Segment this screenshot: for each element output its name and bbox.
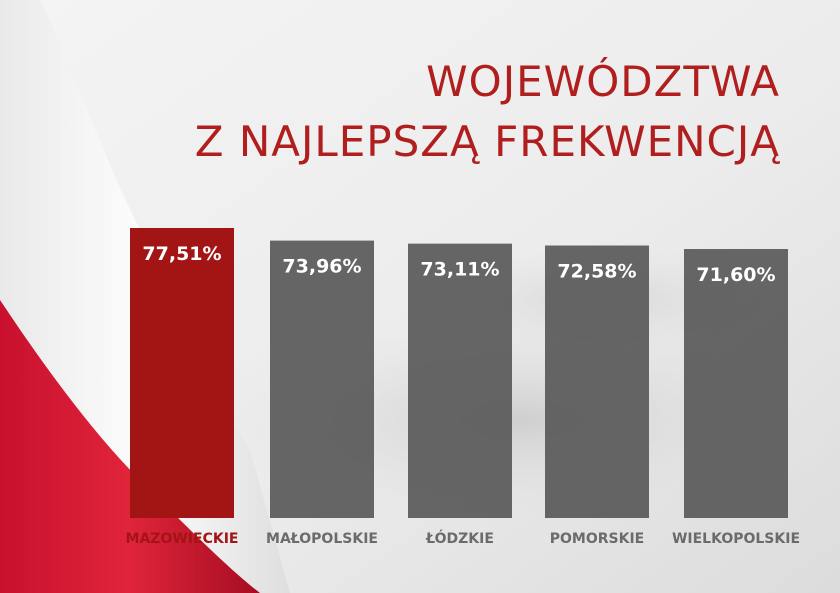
- value-label: 72,58%: [557, 261, 636, 283]
- title-line-1: WOJEWÓDZTWA: [426, 57, 780, 106]
- value-label: 73,96%: [282, 256, 361, 278]
- flag-red: [0, 300, 260, 593]
- title-line-2: Z NAJLEPSZĄ FREKWENCJĄ: [194, 117, 780, 166]
- bar-małopolskie: [270, 240, 374, 519]
- bar-wielkopolskie: [684, 249, 788, 518]
- value-label: 71,60%: [696, 264, 775, 286]
- category-label: MAZOWIECKIE: [126, 531, 239, 547]
- chart-title: WOJEWÓDZTWA Z NAJLEPSZĄ FREKWENCJĄ: [195, 52, 780, 172]
- bar-łódzkie: [408, 243, 512, 518]
- category-label: WIELKOPOLSKIE: [672, 531, 800, 547]
- bar-mazowieckie: [130, 228, 234, 518]
- value-label: 77,51%: [142, 243, 221, 265]
- value-label: 73,11%: [420, 259, 499, 281]
- category-label: POMORSKIE: [550, 531, 644, 547]
- category-label: ŁÓDZKIE: [425, 529, 494, 547]
- bar-pomorskie: [545, 245, 649, 518]
- category-label: MAŁOPOLSKIE: [266, 531, 378, 547]
